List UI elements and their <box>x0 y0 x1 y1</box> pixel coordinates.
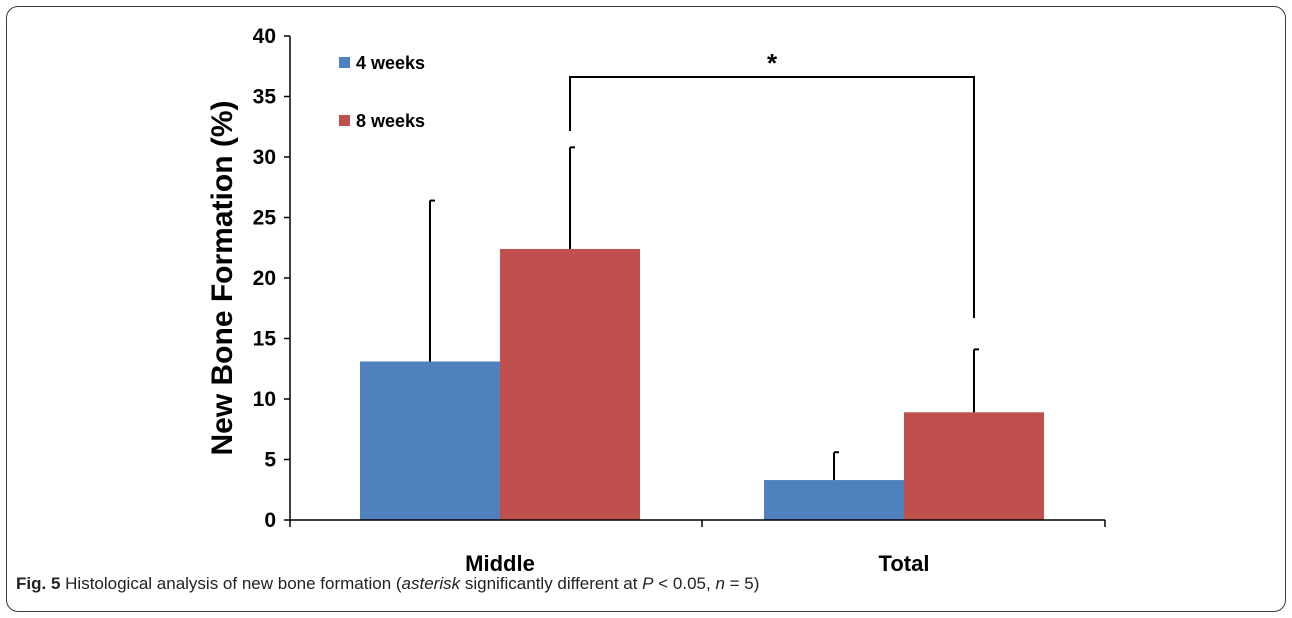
caption-text-before: Histological analysis of new bone format… <box>65 574 402 593</box>
caption-italic-n: n <box>715 574 725 593</box>
legend-label-0: 4 weeks <box>356 53 425 73</box>
figure-caption: Fig. 5 Histological analysis of new bone… <box>16 574 1276 594</box>
legend-swatch-1 <box>339 115 350 126</box>
y-axis-label: New Bone Formation (%) <box>206 100 239 455</box>
significance-bracket <box>569 76 975 318</box>
y-tick-label-30: 30 <box>253 146 276 169</box>
bar-8w-middle <box>500 248 640 520</box>
bar-4w-middle <box>360 361 500 520</box>
y-tick-label-25: 25 <box>253 207 277 230</box>
x-tick-label-middle: Middle <box>465 551 535 575</box>
figure-frame <box>6 6 1286 612</box>
significance-asterisk: * <box>767 48 778 78</box>
caption-italic-p: P <box>642 574 654 593</box>
bar-8w-total <box>904 412 1044 520</box>
caption-text-end: = 5) <box>724 574 760 593</box>
x-tick-label-total: Total <box>879 551 930 575</box>
y-tick-label-15: 15 <box>253 328 277 351</box>
caption-italic-asterisk: asterisk <box>401 574 461 593</box>
y-tick-label-0: 0 <box>264 509 276 532</box>
y-tick-label-35: 35 <box>253 86 277 109</box>
y-tick-label-20: 20 <box>253 267 276 290</box>
legend-label-1: 8 weeks <box>356 111 425 131</box>
bar-4w-total <box>764 480 904 520</box>
caption-text-mid: significantly different at <box>460 574 643 593</box>
bar-chart: 0 5 10 15 20 25 30 35 40 Middle Total New Bone Form… <box>206 25 1106 575</box>
y-tick-label-10: 10 <box>253 388 276 411</box>
caption-text-mid2: < 0.05, <box>653 574 716 593</box>
legend-swatch-0 <box>339 57 350 68</box>
y-tick-label-5: 5 <box>264 449 276 472</box>
caption-label: Fig. 5 <box>16 574 61 593</box>
y-tick-label-40: 40 <box>253 25 276 48</box>
